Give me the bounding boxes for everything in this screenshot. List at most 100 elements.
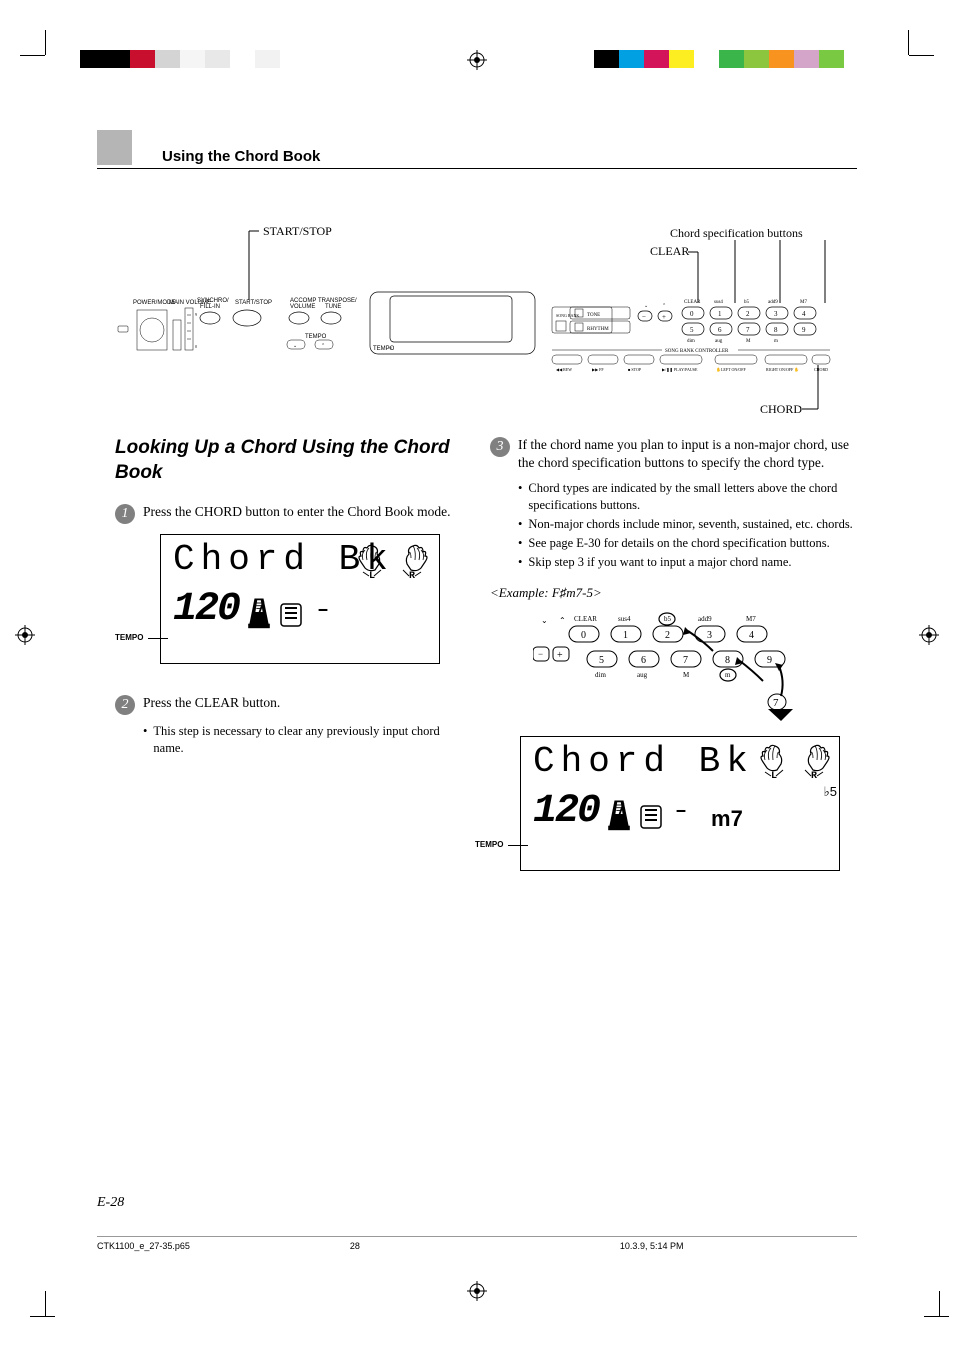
svg-text:VOLUME: VOLUME (290, 304, 315, 310)
step-2-text: Press the CLEAR button. (143, 694, 280, 715)
svg-text:⌃: ⌃ (559, 616, 566, 625)
lcd-display-1: Chord Bk 120 (160, 534, 440, 664)
step-1-text: Press the CHORD button to enter the Chor… (143, 503, 450, 524)
svg-text:CHORD: CHORD (814, 367, 828, 372)
svg-text:M7: M7 (800, 300, 807, 305)
step-3-bullet: See page E-30 for details on the chord s… (518, 535, 855, 552)
svg-text:8: 8 (725, 655, 730, 666)
svg-text:7: 7 (773, 697, 779, 709)
right-hand-icon: R (797, 740, 833, 780)
svg-text:5: 5 (690, 326, 694, 334)
svg-text:SONG BANK: SONG BANK (556, 313, 579, 318)
registration-mark-bottom (467, 1281, 487, 1301)
svg-text:m: m (725, 671, 731, 679)
svg-text:TEMPO: TEMPO (305, 334, 327, 340)
color-swatch (255, 50, 280, 68)
svg-text:CLEAR: CLEAR (650, 244, 689, 258)
step-3-bullet: Skip step 3 if you want to input a major… (518, 554, 855, 571)
registration-mark-right (919, 625, 939, 645)
left-hand-icon: L (355, 540, 391, 580)
step-3-text: If the chord name you plan to input is a… (518, 436, 855, 472)
section-title: Looking Up a Chord Using the Chord Book (115, 436, 470, 485)
step-number-1: 1 (115, 504, 135, 524)
step-2-bullet: This step is necessary to clear any prev… (143, 723, 470, 757)
button-press-diagram: CLEAR sus4 b5 add9 M7 0 1 2 3 4 ⌄ ⌃ (533, 611, 813, 726)
svg-text:START/STOP: START/STOP (235, 300, 272, 306)
svg-text:m: m (774, 339, 778, 344)
tempo-callout-line-2 (508, 845, 528, 846)
svg-text:TONE: TONE (587, 313, 600, 318)
color-swatch (694, 50, 719, 68)
svg-text:R: R (409, 571, 415, 580)
svg-text:TUNE: TUNE (325, 304, 341, 310)
metronome-icon (245, 594, 273, 630)
page-number: E-28 (97, 1195, 124, 1211)
page-tab (97, 130, 132, 165)
tempo-callout-line (148, 638, 168, 639)
color-swatch (644, 50, 669, 68)
footer-datetime: 10.3.9, 5:14 PM (620, 1241, 684, 1251)
lcd1-tempo-value: 120 (173, 590, 239, 630)
svg-text:−: − (642, 313, 646, 321)
svg-text:M7: M7 (746, 615, 756, 623)
svg-text:9: 9 (767, 655, 772, 666)
lcd-display-2: Chord Bk 120 (520, 736, 840, 871)
svg-text:dim: dim (687, 339, 695, 344)
step-number-3: 3 (490, 437, 510, 457)
color-bar-right (594, 50, 844, 68)
color-swatch (794, 50, 819, 68)
step-2: 2 Press the CLEAR button. (115, 694, 470, 715)
svg-text:add9: add9 (768, 300, 778, 305)
color-swatch (155, 50, 180, 68)
color-swatch (80, 50, 105, 68)
svg-text:⌄: ⌄ (541, 616, 548, 625)
svg-text:CLEAR: CLEAR (684, 300, 701, 305)
svg-text:0: 0 (690, 310, 694, 318)
svg-text:2: 2 (665, 630, 670, 641)
svg-text:0: 0 (581, 630, 586, 641)
svg-text:2: 2 (746, 310, 750, 318)
step-3-bullet: Non-major chords include minor, seventh,… (518, 516, 855, 533)
svg-text:4: 4 (749, 630, 754, 641)
step-3-bullet: Chord types are indicated by the small l… (518, 480, 855, 514)
color-swatch (594, 50, 619, 68)
svg-text:add9: add9 (698, 615, 712, 623)
svg-text:Chord specification buttons: Chord specification buttons (670, 226, 803, 240)
left-column: Looking Up a Chord Using the Chord Book … (115, 436, 470, 759)
svg-text:+: + (662, 313, 666, 321)
svg-text:■ STOP: ■ STOP (628, 367, 642, 372)
svg-text:b5: b5 (744, 300, 750, 305)
lcd2-m7: m7 (711, 806, 743, 832)
svg-text:7: 7 (683, 655, 688, 666)
registration-mark-top (467, 50, 487, 70)
color-swatch (130, 50, 155, 68)
svg-text:aug: aug (715, 339, 723, 344)
lcd2-tempo-value: 120 (533, 792, 599, 832)
right-column: 3 If the chord name you plan to input is… (490, 436, 855, 871)
svg-text:FILL-IN: FILL-IN (200, 304, 220, 310)
svg-text:1: 1 (623, 630, 628, 641)
registration-mark-left (15, 625, 35, 645)
svg-text:7: 7 (746, 326, 750, 334)
svg-text:RHYTHM: RHYTHM (587, 327, 609, 332)
svg-text:9: 9 (802, 326, 806, 334)
color-swatch (769, 50, 794, 68)
svg-text:CHORD: CHORD (760, 402, 802, 416)
color-swatch (719, 50, 744, 68)
svg-text:M: M (746, 339, 751, 344)
header-rule (97, 168, 857, 169)
color-swatch (619, 50, 644, 68)
svg-text:RIGHT ON/OFF ✋: RIGHT ON/OFF ✋ (766, 367, 799, 372)
svg-text:8: 8 (774, 326, 778, 334)
color-swatch (205, 50, 230, 68)
svg-text:5: 5 (599, 655, 604, 666)
footer-rule (97, 1236, 857, 1237)
left-hand-icon: L (757, 740, 793, 780)
svg-text:6: 6 (718, 326, 722, 334)
svg-text:⌃: ⌃ (662, 303, 666, 309)
beat-indicator-icon (279, 594, 303, 630)
color-swatch (180, 50, 205, 68)
section-header: Using the Chord Book (162, 148, 320, 165)
color-swatch (744, 50, 769, 68)
svg-text:TEMPO: TEMPO (373, 346, 395, 352)
